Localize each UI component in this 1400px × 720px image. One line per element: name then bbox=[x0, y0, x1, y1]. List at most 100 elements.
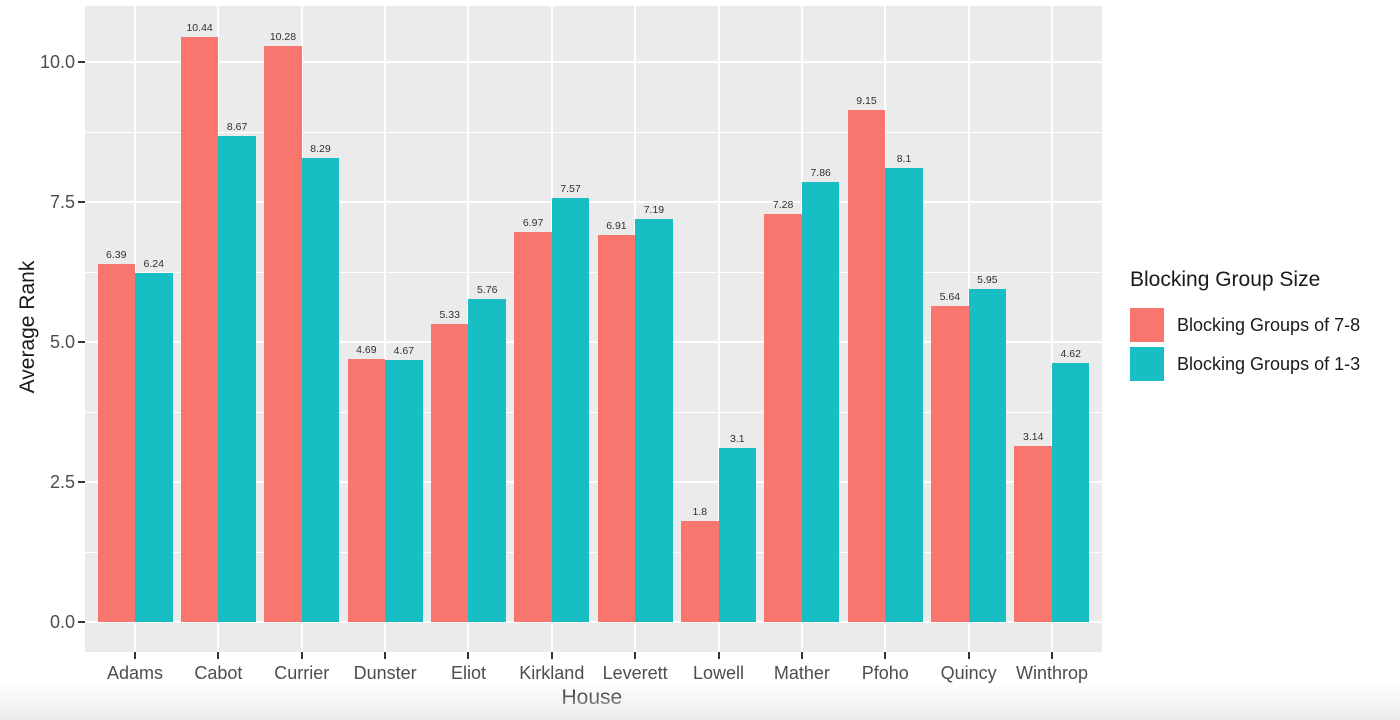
y-tick-label: 10.0 bbox=[39, 52, 75, 72]
bar-blocking-groups-of-1-3 bbox=[468, 299, 506, 622]
x-tick-mark bbox=[1050, 652, 1053, 659]
y-tick-label: 5.0 bbox=[49, 332, 75, 352]
bar-blocking-groups-of-7-8 bbox=[1014, 446, 1052, 622]
bar-value-label: 8.1 bbox=[896, 153, 912, 166]
bar-blocking-groups-of-7-8 bbox=[97, 264, 135, 622]
bar-value-label: 6.39 bbox=[106, 249, 127, 262]
gridline-major bbox=[85, 621, 1102, 623]
x-tick-mark bbox=[467, 652, 470, 659]
bar-value-label: 9.15 bbox=[856, 94, 877, 107]
y-axis-title: Average Rank bbox=[16, 260, 39, 394]
bar-blocking-groups-of-1-3 bbox=[1051, 363, 1090, 622]
gridline-major bbox=[85, 341, 1102, 343]
bar-blocking-groups-of-1-3 bbox=[135, 272, 173, 622]
bar-value-label: 4.69 bbox=[356, 344, 377, 357]
y-tick-mark bbox=[78, 621, 85, 623]
bar-blocking-groups-of-1-3 bbox=[968, 288, 1007, 622]
bar-value-label: 6.91 bbox=[606, 220, 627, 233]
bar-value-label: 10.28 bbox=[269, 31, 297, 44]
x-tick-mark bbox=[800, 652, 803, 659]
y-tick-mark bbox=[78, 201, 85, 203]
x-tick-mark bbox=[634, 652, 637, 659]
bar-value-label: 6.24 bbox=[143, 257, 164, 270]
bar-value-label: 5.33 bbox=[439, 308, 460, 321]
legend-item-label: Blocking Groups of 7-8 bbox=[1177, 314, 1361, 335]
bar-value-label: 5.95 bbox=[977, 273, 998, 286]
bar-value-label: 8.67 bbox=[226, 121, 248, 134]
bar-value-label: 1.8 bbox=[692, 506, 708, 519]
x-tick-mark bbox=[967, 652, 970, 659]
legend-items: Blocking Groups of 7-8 Blocking Groups of… bbox=[1130, 308, 1360, 381]
x-tick-label: Winthrop bbox=[1015, 663, 1088, 683]
bar-value-label: 3.1 bbox=[729, 433, 745, 446]
bar-blocking-groups-of-1-3 bbox=[885, 168, 923, 622]
bar-blocking-groups-of-7-8 bbox=[430, 323, 469, 622]
bar-value-label: 4.67 bbox=[393, 345, 415, 358]
bar-blocking-groups-of-1-3 bbox=[218, 136, 256, 622]
bar-blocking-groups-of-7-8 bbox=[931, 306, 969, 622]
bar-blocking-groups-of-7-8 bbox=[180, 37, 219, 622]
gridline-minor bbox=[85, 411, 1102, 413]
x-tick-mark bbox=[717, 652, 720, 659]
bar-blocking-groups-of-1-3 bbox=[801, 181, 840, 622]
gridline-vertical-major bbox=[384, 6, 387, 652]
bar-blocking-groups-of-7-8 bbox=[597, 235, 636, 622]
bottom-fade-decoration bbox=[0, 682, 1400, 720]
bar-value-label: 8.29 bbox=[310, 142, 331, 155]
legend-item-label: Blocking Groups of 1-3 bbox=[1177, 353, 1361, 374]
x-tick-label: Leverett bbox=[602, 663, 668, 683]
bar-blocking-groups-of-1-3 bbox=[301, 157, 340, 622]
y-tick-label: 7.5 bbox=[49, 192, 75, 212]
bar-value-label: 7.57 bbox=[560, 183, 581, 196]
y-tick-mark bbox=[78, 481, 85, 483]
bar-value-label: 7.86 bbox=[810, 166, 831, 179]
x-tick-label: Mather bbox=[773, 663, 830, 683]
gridline-major bbox=[85, 201, 1102, 203]
x-tick-label: Adams bbox=[107, 663, 164, 683]
y-tick-mark bbox=[78, 61, 85, 63]
legend-item: Blocking Groups of 7-8 bbox=[1130, 308, 1360, 342]
x-axis-title: House bbox=[561, 686, 623, 709]
x-tick-label: Lowell bbox=[693, 663, 745, 683]
bar-value-label: 7.19 bbox=[643, 204, 665, 217]
legend-title: Blocking Group Size bbox=[1130, 268, 1321, 291]
x-tick-mark bbox=[217, 652, 220, 659]
bar-blocking-groups-of-1-3 bbox=[635, 219, 673, 622]
x-tick-mark bbox=[884, 652, 887, 659]
x-tick-mark bbox=[300, 652, 303, 659]
x-tick-label: Pfoho bbox=[861, 663, 909, 683]
gridline-major bbox=[85, 61, 1102, 63]
bar-blocking-groups-of-7-8 bbox=[681, 521, 719, 622]
bar-blocking-groups-of-1-3 bbox=[551, 198, 590, 622]
gridline-vertical-major bbox=[717, 6, 720, 652]
gridline-minor bbox=[85, 131, 1102, 133]
x-tick-label: Dunster bbox=[353, 663, 417, 683]
bar-value-label: 3.14 bbox=[1023, 431, 1044, 444]
x-tick-mark bbox=[134, 652, 137, 659]
plot-panel: 6.39 6.24 10.44 8.67 10.28 8.29 4.69 4.67 5.33 5.… bbox=[85, 6, 1102, 652]
y-tick-label: 0.0 bbox=[49, 612, 75, 632]
gridline-vertical-major bbox=[1050, 6, 1053, 652]
legend-swatch bbox=[1130, 308, 1164, 342]
gridline-minor bbox=[85, 551, 1102, 553]
bar-blocking-groups-of-1-3 bbox=[385, 360, 423, 622]
bar-value-label: 5.76 bbox=[476, 284, 498, 297]
bar-value-label: 7.28 bbox=[772, 199, 794, 212]
legend-item: Blocking Groups of 1-3 bbox=[1130, 347, 1360, 381]
x-tick-label: Currier bbox=[274, 663, 330, 683]
y-tick-mark bbox=[78, 341, 85, 343]
bar-blocking-groups-of-7-8 bbox=[264, 46, 302, 622]
legend-swatch bbox=[1130, 347, 1164, 381]
x-tick-label: Eliot bbox=[450, 663, 486, 683]
bar-value-label: 5.64 bbox=[939, 291, 961, 304]
x-tick-label: Kirkland bbox=[519, 663, 585, 683]
gridline-minor bbox=[85, 271, 1102, 273]
gridline-major bbox=[85, 481, 1102, 483]
y-tick-label: 2.5 bbox=[49, 472, 75, 492]
bar-value-label: 10.44 bbox=[186, 22, 213, 35]
bar-value-label: 4.62 bbox=[1060, 348, 1081, 361]
bar-blocking-groups-of-1-3 bbox=[718, 448, 757, 622]
bar-blocking-groups-of-7-8 bbox=[347, 359, 386, 622]
bar-blocking-groups-of-7-8 bbox=[514, 231, 552, 622]
